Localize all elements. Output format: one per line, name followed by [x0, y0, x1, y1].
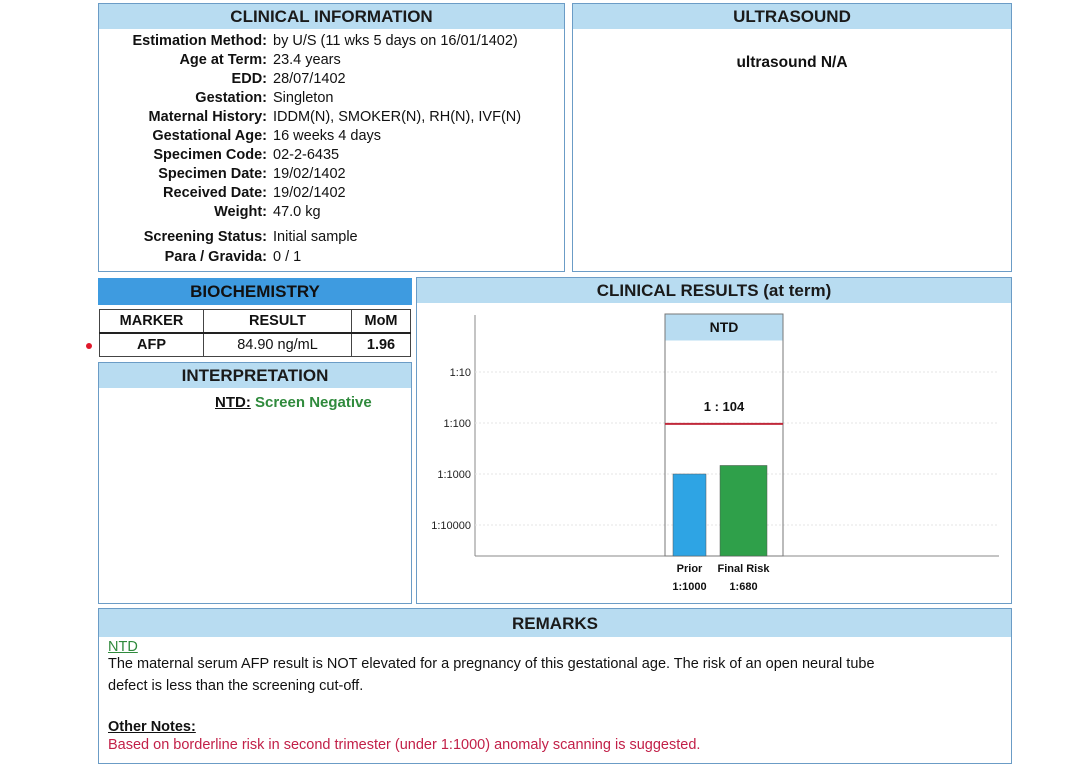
- bar-name-label: Final Risk: [718, 563, 771, 575]
- clinical-info-label: Gestational Age:: [152, 128, 267, 144]
- y-tick-label: 1:10: [450, 367, 471, 379]
- clinical-info-label: Specimen Date:: [158, 166, 267, 182]
- clinical-info-value: by U/S (11 wks 5 days on 16/01/1402): [273, 33, 518, 49]
- table-row: AFP 84.90 ng/mL 1.96: [99, 332, 411, 357]
- result-cell: 84.90 ng/mL: [203, 332, 352, 357]
- clinical-information-title: CLINICAL INFORMATION: [99, 4, 564, 29]
- column-header-mom: MoM: [351, 309, 411, 334]
- remarks-ntd-text-line1: The maternal serum AFP result is NOT ele…: [108, 656, 875, 672]
- clinical-info-label: Age at Term:: [179, 52, 267, 68]
- flag-dot-icon: [86, 343, 92, 349]
- clinical-info-label: Estimation Method:: [132, 33, 267, 49]
- clinical-info-value: 0 / 1: [273, 249, 302, 265]
- clinical-info-value: 28/07/1402: [273, 71, 346, 87]
- bar-value-label: 1:1000: [672, 581, 706, 593]
- biochemistry-panel: BIOCHEMISTRY: [98, 278, 412, 305]
- ultrasound-title: ULTRASOUND: [573, 4, 1011, 29]
- column-header-result: RESULT: [203, 309, 352, 334]
- biochemistry-title: BIOCHEMISTRY: [99, 279, 411, 304]
- column-header-marker: MARKER: [99, 309, 204, 334]
- y-tick-label: 1:10000: [431, 520, 471, 532]
- clinical-info-value: 02-2-6435: [273, 147, 340, 163]
- bar-final-risk: [719, 465, 768, 557]
- clinical-info-label: Para / Gravida:: [164, 249, 267, 265]
- clinical-info-value: 19/02/1402: [273, 185, 346, 201]
- clinical-information-panel: CLINICAL INFORMATION Estimation Method: b…: [98, 3, 565, 272]
- other-notes-text: Based on borderline risk in second trime…: [108, 737, 701, 753]
- y-tick-label: 1:1000: [437, 469, 471, 481]
- clinical-info-label: Gestation:: [195, 90, 267, 106]
- remarks-ntd-text-line2: defect is less than the screening cut-of…: [108, 678, 364, 694]
- clinical-info-value: Initial sample: [273, 229, 358, 245]
- clinical-info-value: IDDM(N), SMOKER(N), RH(N), IVF(N): [273, 109, 522, 125]
- table-header-row: MARKER RESULT MoM: [99, 309, 411, 334]
- interpretation-title: INTERPRETATION: [99, 363, 411, 388]
- clinical-info-label: Weight:: [214, 204, 267, 220]
- clinical-info-label: Maternal History:: [148, 109, 267, 125]
- clinical-info-value: 23.4 years: [273, 52, 341, 68]
- marker-cell: AFP: [99, 332, 204, 357]
- clinical-info-label: Received Date:: [163, 185, 267, 201]
- ultrasound-text: ultrasound N/A: [736, 54, 848, 71]
- clinical-info-value: 47.0 kg: [273, 204, 321, 220]
- interpretation-result: NTD: Screen Negative: [215, 394, 372, 411]
- ntd-box-header: [665, 314, 783, 341]
- clinical-results-title: CLINICAL RESULTS (at term): [417, 278, 1011, 303]
- bar-value-label: 1:680: [729, 581, 757, 593]
- risk-chart: 1:10 1:100 1:1000 1:10000 NTD 1 : 104 Prior 1:1…: [431, 313, 999, 593]
- clinical-info-value: 16 weeks 4 days: [273, 128, 382, 144]
- clinical-info-label: Specimen Code:: [153, 147, 267, 163]
- other-notes-heading: Other Notes:: [108, 719, 196, 735]
- clinical-info-label: EDD:: [231, 71, 267, 87]
- interpretation-value: Screen Negative: [255, 394, 372, 411]
- biochemistry-table: MARKER RESULT MoM AFP 84.90 ng/mL 1.96: [99, 309, 411, 357]
- cutoff-label: 1 : 104: [704, 399, 745, 414]
- clinical-info-value: 19/02/1402: [273, 166, 346, 182]
- y-tick-label: 1:100: [443, 418, 471, 430]
- remarks-ntd-heading: NTD: [108, 639, 138, 655]
- clinical-results-panel: CLINICAL RESULTS (at term) 1:10 1:100 1:10…: [416, 277, 1012, 604]
- interpretation-label: NTD:: [215, 394, 251, 411]
- ultrasound-panel: ULTRASOUND ultrasound N/A: [572, 3, 1012, 272]
- remarks-panel: REMARKS NTD The maternal serum AFP resul…: [98, 608, 1012, 764]
- remarks-title: REMARKS: [99, 609, 1011, 637]
- bar-name-label: Prior: [677, 563, 703, 575]
- interpretation-panel: INTERPRETATION NTD: Screen Negative: [98, 362, 412, 604]
- mom-cell: 1.96: [351, 332, 411, 357]
- clinical-info-value: Singleton: [273, 90, 334, 106]
- bar-prior: [672, 473, 707, 557]
- clinical-info-label: Screening Status:: [143, 229, 267, 245]
- ntd-box-title: NTD: [710, 319, 739, 335]
